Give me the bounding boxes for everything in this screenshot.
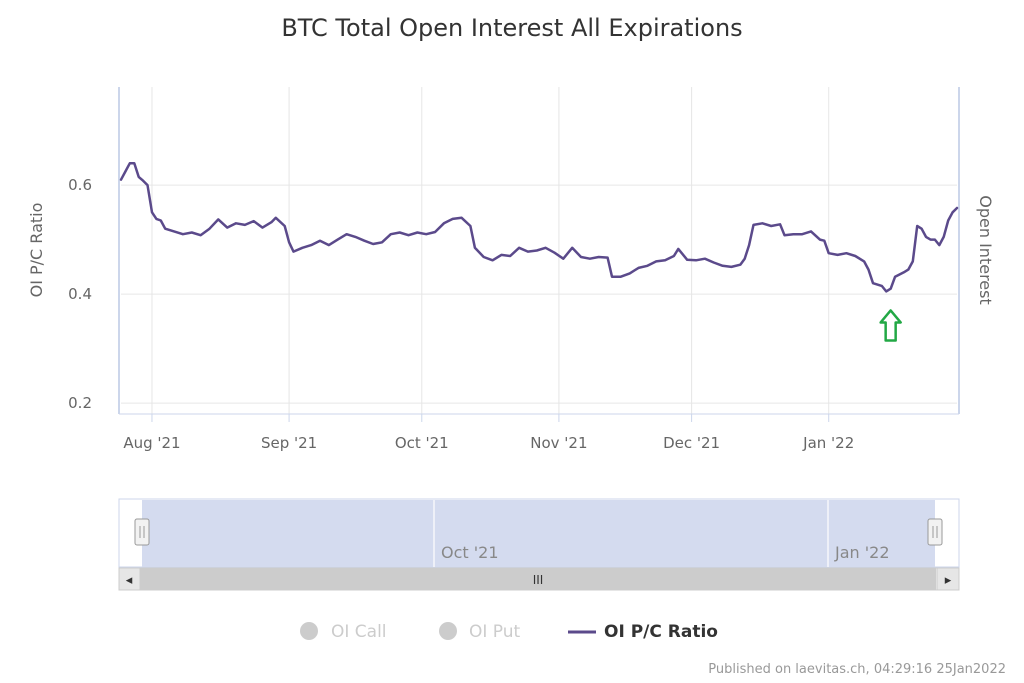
y-tick-label: 0.4 [68, 285, 92, 303]
legend-marker-oi-call [300, 622, 318, 640]
x-tick-label: Nov '21 [530, 434, 587, 452]
navigator-label-oct: Oct '21 [441, 543, 499, 562]
y-gridlines [121, 184, 957, 404]
credits: Published on laevitas.ch, 04:29:16 25Jan… [708, 662, 1006, 677]
scrollbar-right-arrow-icon: ▸ [945, 573, 952, 588]
scrollbar-left-arrow-icon: ◂ [126, 573, 133, 588]
x-gridlines [151, 87, 830, 422]
legend-item-oi-put[interactable]: OI Put [439, 622, 521, 642]
y-tick-label: 0.6 [68, 176, 92, 194]
scrollbar-thumb[interactable] [140, 568, 936, 590]
navigator-selected-range[interactable] [142, 500, 935, 567]
legend-label-oi-call: OI Call [331, 622, 387, 642]
navigator-left-handle[interactable] [134, 518, 150, 546]
x-tick-label: Jan '22 [802, 434, 854, 452]
legend-marker-oi-put [439, 622, 457, 640]
x-tick-label: Aug '21 [123, 434, 180, 452]
chart-title: BTC Total Open Interest All Expirations [281, 14, 742, 42]
y-axis-right-title: Open Interest [976, 195, 995, 304]
scrollbar-left-button[interactable] [118, 567, 141, 591]
y-tick-labels: 0.2 0.4 0.6 [68, 176, 92, 412]
legend-item-oi-pc-ratio[interactable]: OI P/C Ratio [568, 622, 718, 642]
navigator-label-jan: Jan '22 [834, 543, 890, 562]
y-tick-label: 0.2 [68, 394, 92, 412]
legend-item-oi-call[interactable]: OI Call [300, 622, 387, 642]
legend-label-oi-pc-ratio: OI P/C Ratio [604, 622, 718, 642]
y-axis-left-title: OI P/C Ratio [27, 203, 46, 298]
x-tick-label: Sep '21 [261, 434, 317, 452]
annotation-arrow-up-icon [879, 309, 902, 342]
legend: OI Call OI Put OI P/C Ratio [300, 622, 718, 642]
x-tick-label: Dec '21 [663, 434, 720, 452]
series-line-oi-pc-ratio [119, 162, 959, 293]
legend-label-oi-put: OI Put [469, 622, 521, 642]
x-tick-labels: Aug '21 Sep '21 Oct '21 Nov '21 Dec '21 Jan '… [123, 434, 854, 452]
scrollbar-grip: III [533, 573, 544, 587]
navigator-right-handle[interactable] [927, 518, 943, 546]
scrollbar-right-button[interactable] [936, 567, 960, 591]
x-tick-label: Oct '21 [395, 434, 449, 452]
